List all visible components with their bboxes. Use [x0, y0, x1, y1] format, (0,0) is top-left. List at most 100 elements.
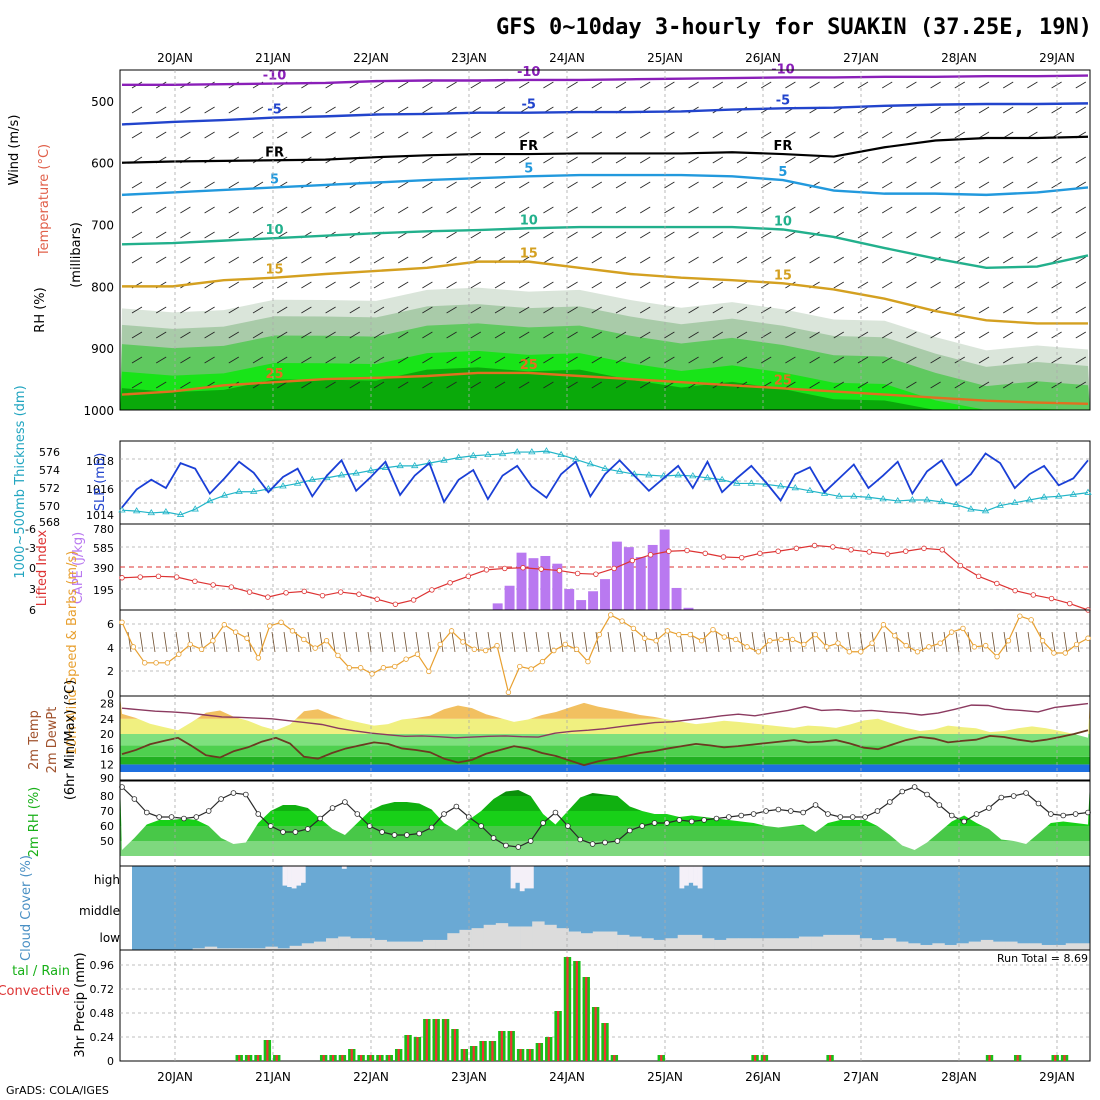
wind-barb [204, 106, 215, 114]
rh2m-ylabel: 2m RH (%) [27, 787, 42, 858]
temperature-axis-label: Temperature (°C) [37, 144, 52, 257]
wind-barb [664, 256, 675, 264]
lifted-index-marker [775, 548, 781, 554]
wind-barb [664, 281, 675, 289]
cloud-low-bar [216, 948, 230, 950]
wind-tick: 2 [107, 665, 114, 678]
cloud-low-bar [204, 946, 218, 950]
wind-barb-10m [919, 631, 924, 653]
lifted-index-marker [811, 542, 818, 549]
wind-barb [833, 381, 845, 389]
wind-barb [422, 131, 433, 139]
wind-speed-marker [551, 647, 557, 654]
wind-barb [397, 181, 409, 189]
wind-barb-10m [235, 631, 240, 653]
cloud-low-bar [992, 941, 1006, 950]
wind-barb [785, 356, 796, 364]
rh-tick: 50 [100, 835, 114, 848]
wind-barb-10m [607, 631, 612, 653]
wind-barb [857, 131, 869, 139]
wind-speed-marker [642, 635, 648, 641]
cloud-low-bar [689, 934, 703, 950]
wind-barb [373, 306, 385, 314]
wind-barb [470, 356, 482, 364]
wind-barb [906, 356, 917, 364]
precip-convective-bar [481, 1041, 485, 1061]
wind-barb [204, 256, 215, 264]
temp-tick: 12 [100, 758, 114, 771]
wind-barb-10m [979, 631, 984, 653]
wind-barb [857, 81, 869, 89]
wind-barb [325, 206, 336, 214]
wind-speed-marker [323, 638, 330, 644]
wind-barb [301, 306, 312, 314]
rh2m-marker [391, 832, 398, 838]
precip-convective-bar [1054, 1055, 1057, 1061]
wind-speed-marker [869, 640, 875, 646]
wind-barb [591, 256, 603, 264]
thickness-marker [1025, 496, 1034, 503]
cloud-low-bar [617, 934, 630, 950]
lifted-index-marker [502, 565, 508, 572]
precip-convective-bar [444, 1019, 447, 1061]
wind-speed-marker [460, 639, 466, 645]
contour-label: 5 [778, 165, 787, 180]
precip-convective-bar [763, 1055, 766, 1061]
rh2m-marker [342, 799, 348, 805]
wind-barb [809, 81, 820, 89]
temp-ylabel-c: (6hr Min/Max) (°C) [63, 680, 78, 800]
wind-speed-marker [744, 644, 750, 650]
rh2m-marker [552, 809, 559, 816]
wind-speed-marker [1005, 638, 1012, 644]
wind-barb [325, 106, 336, 114]
contour-label: FR [774, 139, 793, 154]
wind-barb [1002, 381, 1014, 389]
wind-barb [809, 306, 820, 314]
cloud-low-bar [968, 941, 982, 950]
contour-line [122, 260, 1088, 325]
date-label-bottom: 27JAN [843, 1070, 879, 1084]
wind-speed-marker [335, 652, 341, 659]
cloud-low-bar [1053, 944, 1067, 950]
lifted-index-marker [556, 567, 563, 574]
wind-speed-marker [448, 628, 455, 634]
rh2m-marker [379, 829, 385, 835]
wind-barb-10m [787, 631, 792, 653]
rh-band [120, 841, 1090, 856]
wind-barb-10m [775, 631, 780, 653]
wind-barb [1075, 106, 1087, 114]
thickness-marker [586, 460, 595, 467]
wind-speed-marker [505, 689, 512, 696]
wind-speed-marker [312, 645, 318, 651]
wind-barb [349, 331, 361, 339]
wind-speed-marker [494, 642, 500, 649]
wind-barb-10m [907, 631, 912, 653]
wind-barb [906, 181, 917, 189]
wind-barb [1027, 331, 1038, 339]
wind-barb [639, 306, 651, 314]
wind-barb-10m [535, 631, 540, 653]
rh2m-marker [478, 823, 484, 829]
wind-barb [954, 306, 966, 314]
wind-barb [349, 356, 361, 364]
wind-barb [591, 381, 603, 389]
wind-barb [615, 256, 627, 264]
precip-convective-bar [341, 1055, 344, 1061]
thickness-line [121, 450, 1089, 516]
wind-speed-marker [153, 660, 159, 666]
wind-speed-marker [357, 665, 364, 671]
cloud-low-bar [265, 946, 278, 950]
wind-speed-marker [630, 625, 637, 632]
wind-barb [833, 131, 845, 139]
contour-label: -5 [776, 93, 790, 108]
rh2m-marker [540, 820, 546, 826]
wind-barb [228, 331, 240, 339]
wind-barb-10m [703, 631, 708, 653]
wind-barb [397, 331, 409, 339]
wind-barb [349, 81, 361, 89]
wind-barb [518, 381, 530, 389]
rh-tick: 60 [100, 820, 114, 833]
rh2m-marker [193, 814, 200, 820]
rh2m-marker [862, 814, 868, 820]
wind-barb [736, 356, 748, 364]
